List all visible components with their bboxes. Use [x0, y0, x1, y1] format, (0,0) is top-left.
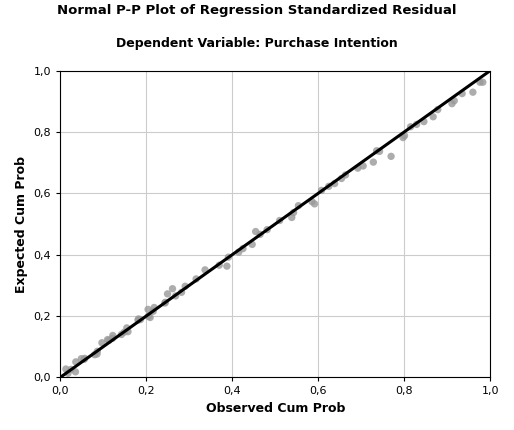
Point: [308, 198, 316, 205]
Point: [407, 123, 415, 130]
Point: [149, 308, 157, 315]
Text: Dependent Variable: Purchase Intention: Dependent Variable: Purchase Intention: [116, 37, 398, 49]
Point: [373, 147, 381, 154]
Point: [224, 254, 232, 261]
Point: [201, 267, 209, 273]
Point: [310, 200, 319, 207]
Point: [103, 336, 112, 343]
Point: [263, 226, 271, 233]
Y-axis label: Expected Cum Prob: Expected Cum Prob: [15, 156, 28, 292]
Point: [289, 209, 298, 216]
Point: [429, 114, 437, 120]
Point: [359, 163, 368, 169]
Point: [62, 366, 70, 372]
Point: [71, 359, 80, 366]
Point: [81, 355, 89, 362]
Point: [80, 356, 88, 363]
Point: [276, 217, 284, 224]
Point: [317, 187, 325, 194]
Point: [369, 159, 377, 166]
Point: [93, 350, 101, 357]
Point: [354, 165, 362, 172]
Point: [476, 79, 484, 86]
Point: [172, 292, 180, 299]
Point: [90, 351, 99, 358]
Point: [413, 121, 421, 128]
Point: [93, 348, 101, 355]
Point: [120, 329, 128, 336]
Point: [134, 316, 142, 322]
Point: [161, 299, 170, 306]
Point: [144, 313, 152, 319]
Point: [248, 241, 256, 248]
Point: [256, 231, 264, 238]
Point: [64, 370, 72, 377]
X-axis label: Observed Cum Prob: Observed Cum Prob: [206, 402, 345, 415]
Point: [331, 180, 339, 187]
Point: [150, 304, 158, 311]
Point: [77, 355, 85, 362]
Point: [124, 328, 132, 335]
Point: [469, 89, 477, 95]
Point: [239, 245, 247, 252]
Point: [448, 100, 456, 107]
Point: [177, 289, 186, 296]
Point: [450, 97, 458, 104]
Point: [98, 339, 106, 346]
Point: [105, 337, 113, 344]
Point: [223, 263, 231, 270]
Point: [387, 153, 395, 160]
Point: [163, 290, 172, 297]
Point: [181, 283, 189, 290]
Point: [288, 214, 296, 221]
Point: [215, 262, 224, 269]
Point: [117, 331, 125, 338]
Point: [325, 183, 333, 190]
Point: [134, 317, 142, 324]
Point: [67, 366, 75, 373]
Point: [375, 148, 383, 155]
Point: [337, 175, 345, 182]
Point: [146, 314, 154, 321]
Point: [458, 90, 466, 97]
Point: [108, 335, 117, 342]
Point: [123, 325, 131, 332]
Point: [234, 249, 243, 255]
Point: [161, 300, 169, 307]
Point: [295, 202, 303, 209]
Point: [251, 228, 260, 235]
Point: [399, 134, 407, 141]
Point: [479, 79, 487, 86]
Point: [192, 276, 200, 283]
Point: [400, 132, 409, 139]
Text: Normal P-P Plot of Regression Standardized Residual: Normal P-P Plot of Regression Standardiz…: [57, 4, 457, 17]
Point: [341, 172, 350, 178]
Point: [136, 316, 144, 323]
Point: [71, 369, 80, 375]
Point: [434, 106, 442, 113]
Point: [420, 118, 428, 125]
Point: [108, 332, 117, 339]
Point: [169, 285, 177, 292]
Point: [144, 306, 152, 313]
